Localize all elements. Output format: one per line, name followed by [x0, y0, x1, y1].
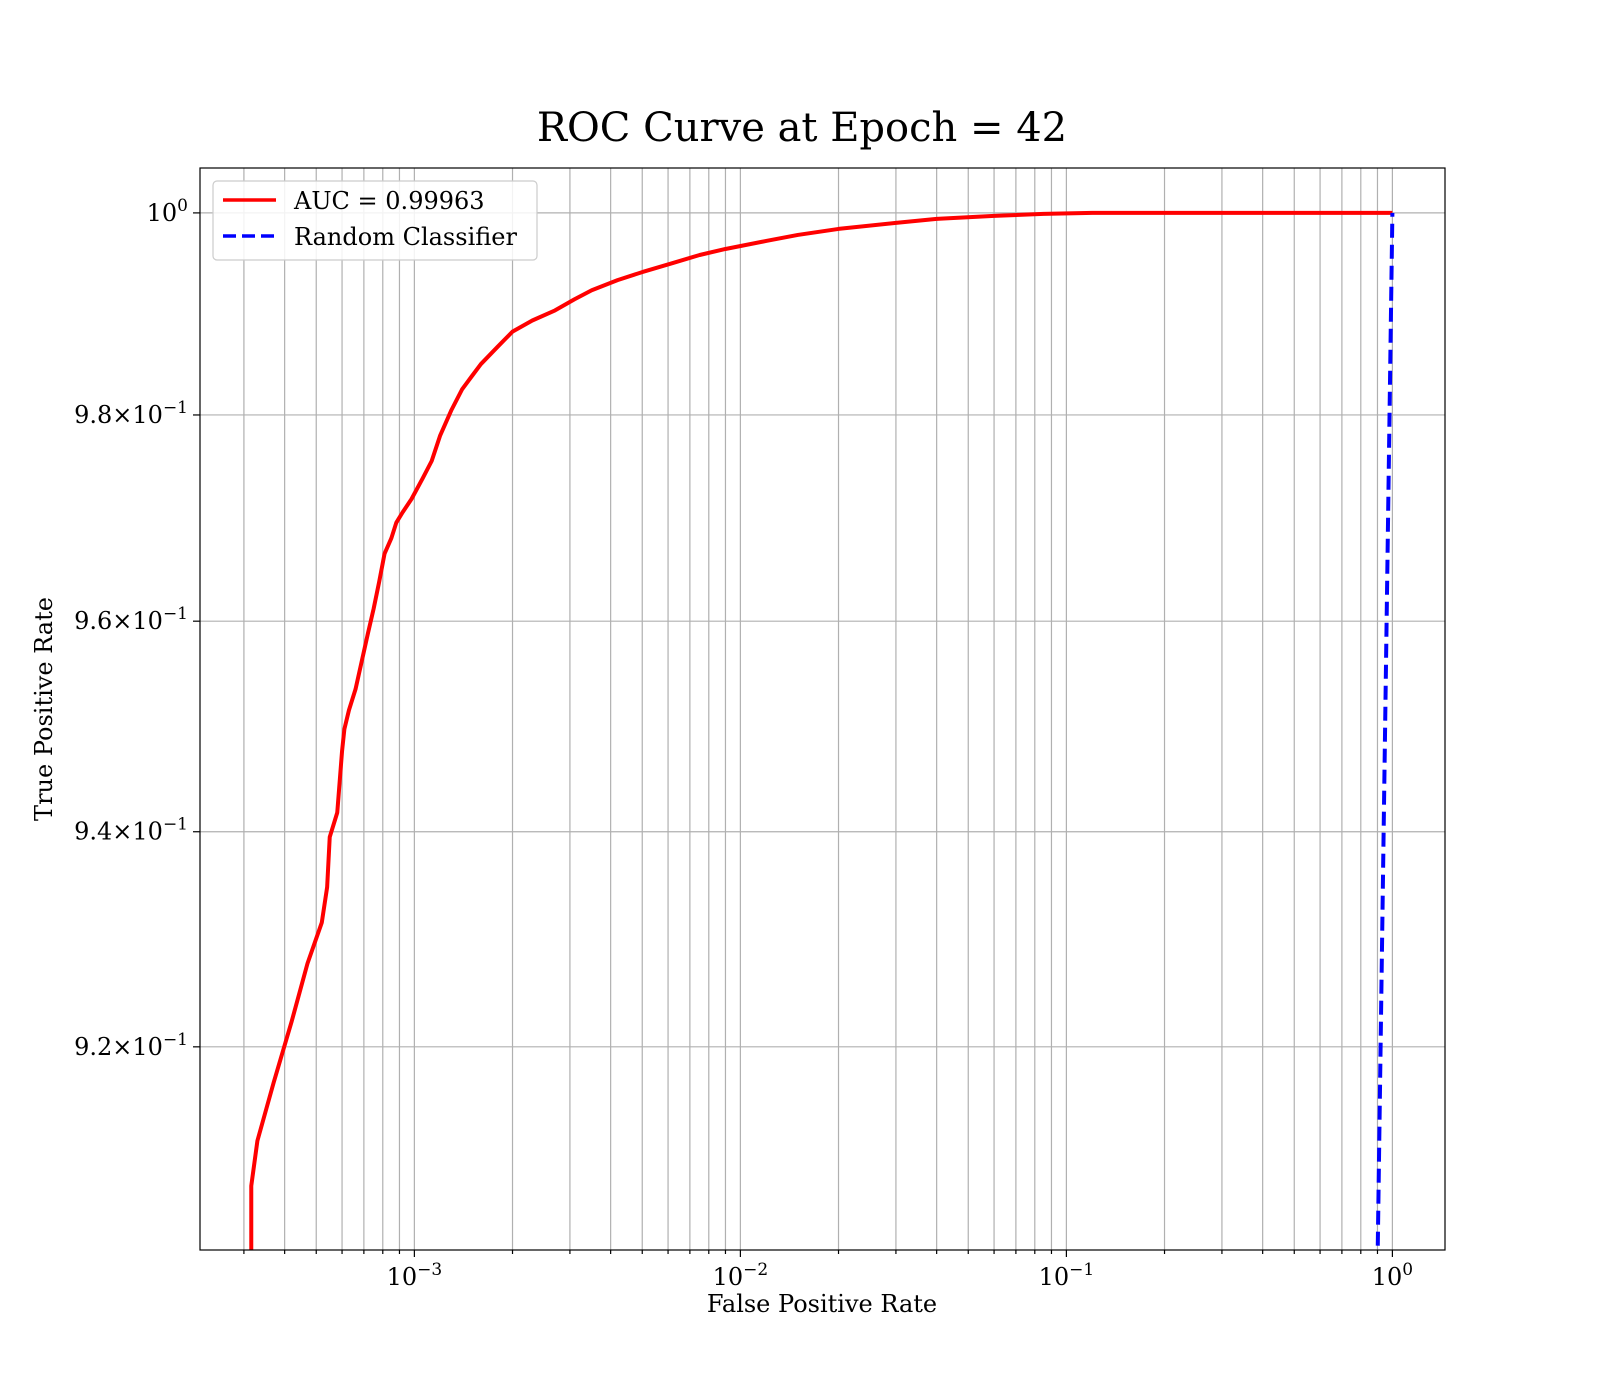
x-tick-label: 10−2 [713, 1260, 769, 1291]
y-tick-label: 9.4×10−1 [74, 815, 188, 846]
y-tick-label: 9.8×10−1 [74, 398, 188, 429]
chart-title: ROC Curve at Epoch = 42 [537, 105, 1067, 151]
x-tick-label: 10−3 [387, 1260, 443, 1291]
y-tick-label: 9.6×10−1 [74, 604, 188, 635]
x-tick-label: 100 [1372, 1260, 1413, 1291]
x-tick-label: 10−1 [1039, 1260, 1095, 1291]
y-axis-label: True Positive Rate [30, 597, 58, 821]
roc-curve-line [249, 210, 1393, 1250]
grid-layer [200, 168, 1445, 1250]
series-layer [249, 210, 1395, 1250]
x-axis-label: False Positive Rate [707, 1290, 937, 1318]
plot-frame [199, 167, 1446, 1251]
y-tick-label: 100 [147, 196, 188, 227]
y-tick-label: 9.2×10−1 [74, 1030, 188, 1061]
legend: AUC = 0.99963 Random Classifier [212, 180, 538, 261]
legend-label-roc: AUC = 0.99963 [293, 187, 485, 215]
tick-layer: 9.2×10−1 9.4×10−1 9.6×10−1 9.8×10−1 100 10−3 1… [74, 196, 1413, 1291]
random-classifier-line [1375, 212, 1395, 1250]
legend-box [212, 180, 538, 261]
legend-label-random: Random Classifier [294, 223, 517, 251]
